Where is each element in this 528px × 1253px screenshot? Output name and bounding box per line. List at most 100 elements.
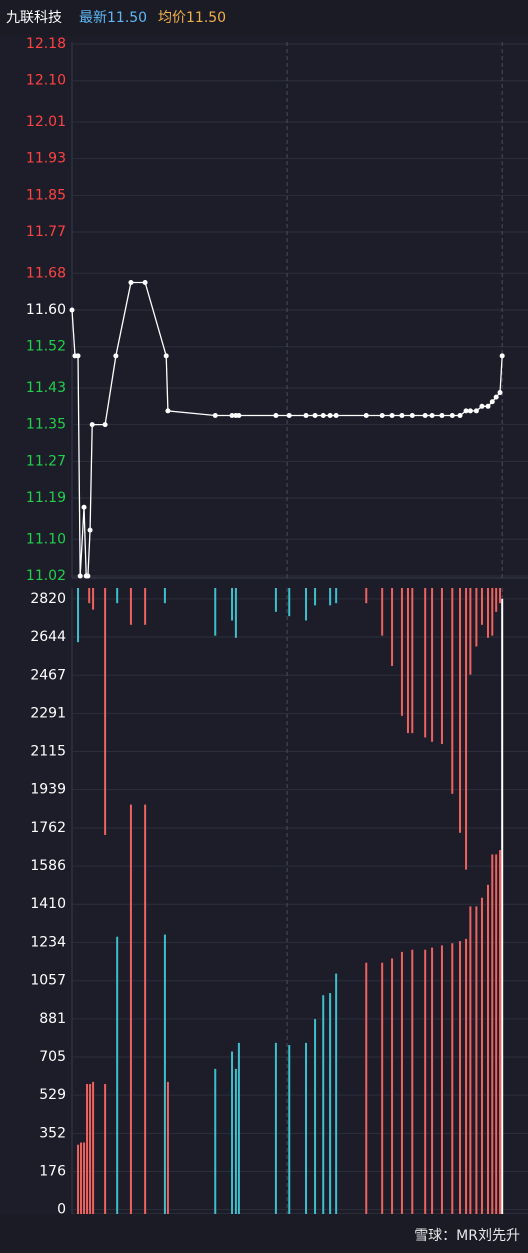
volume-bar <box>475 906 478 1214</box>
volume-bar <box>480 588 483 625</box>
y-tick-label: 1410 <box>30 896 66 912</box>
volume-bar <box>335 973 338 1214</box>
volume-bar <box>495 854 498 1214</box>
volume-bar <box>83 1142 86 1214</box>
volume-bar <box>314 1019 317 1214</box>
price-dot <box>142 279 148 285</box>
y-tick-label: 12.01 <box>26 114 66 130</box>
volume-bar <box>80 1142 83 1214</box>
price-dot <box>409 412 415 418</box>
volume-bar <box>129 804 132 1214</box>
y-tick-label: 705 <box>39 1049 66 1065</box>
volume-bar <box>104 1084 107 1214</box>
price-dot <box>493 394 499 400</box>
volume-bar <box>469 906 472 1214</box>
price-dot <box>457 412 463 418</box>
volume-bar <box>89 1084 92 1214</box>
price-dot <box>363 412 369 418</box>
volume-bar <box>480 897 483 1214</box>
y-tick-label: 11.35 <box>26 417 66 433</box>
y-tick-label: 2115 <box>30 744 66 760</box>
volume-bar <box>400 951 403 1214</box>
volume-bar <box>406 588 409 734</box>
price-dot <box>399 412 405 418</box>
y-tick-label: 0 <box>57 1202 66 1218</box>
volume-bar <box>274 1042 277 1214</box>
volume-bar <box>116 936 119 1214</box>
y-tick-label: 11.10 <box>26 531 66 547</box>
volume-bar <box>166 1081 169 1214</box>
y-tick-label: 11.02 <box>26 568 66 584</box>
price-dot <box>463 408 469 414</box>
y-tick-label: 2291 <box>30 705 66 721</box>
price-dot <box>163 353 169 359</box>
header-bar <box>0 0 528 36</box>
y-tick-label: 11.68 <box>26 265 66 281</box>
y-tick-label: 11.85 <box>26 187 66 203</box>
volume-bar <box>491 588 494 636</box>
price-dot <box>467 408 473 414</box>
volume-bar <box>129 588 132 625</box>
price-dot <box>499 353 505 359</box>
volume-bar <box>322 995 325 1214</box>
volume-bar <box>163 934 166 1214</box>
volume-bar <box>231 588 234 621</box>
y-tick-label: 881 <box>39 1011 66 1027</box>
y-tick-label: 1057 <box>30 973 66 989</box>
volume-bar <box>459 588 462 833</box>
volume-bar <box>499 588 502 604</box>
price-dot <box>449 412 455 418</box>
price-dot <box>379 412 385 418</box>
volume-bar <box>499 850 502 1214</box>
volume-bar <box>116 588 119 604</box>
price-dot <box>497 390 503 396</box>
y-tick-label: 11.19 <box>26 490 66 506</box>
y-tick-label: 11.27 <box>26 453 66 469</box>
volume-bar <box>465 938 468 1214</box>
y-tick-label: 352 <box>39 1125 66 1141</box>
price-dot <box>128 279 134 285</box>
y-tick-label: 1939 <box>30 782 66 798</box>
price-dot <box>320 412 326 418</box>
price-dot <box>113 353 119 359</box>
volume-bar <box>305 588 308 621</box>
watermark: 雪球：MR刘先升 <box>414 1228 520 1244</box>
price-dot <box>77 573 83 579</box>
y-tick-label: 2820 <box>30 591 66 607</box>
price-dot <box>485 403 491 409</box>
volume-bar <box>274 588 277 612</box>
volume-bar <box>424 949 427 1214</box>
price-dot <box>286 412 292 418</box>
volume-bar <box>77 1144 80 1214</box>
price-dot <box>212 412 218 418</box>
price-dot <box>473 408 479 414</box>
volume-bar <box>335 588 338 604</box>
price-dot <box>273 412 279 418</box>
y-tick-label: 11.43 <box>26 380 66 396</box>
price-dot <box>389 412 395 418</box>
y-tick-label: 176 <box>39 1164 66 1180</box>
volume-bar <box>365 588 368 604</box>
price-dot <box>439 412 445 418</box>
volume-bar <box>411 588 414 734</box>
price-dot <box>327 412 333 418</box>
footer-bar <box>0 1214 528 1253</box>
price-dot <box>89 422 95 428</box>
price-dot <box>69 307 75 313</box>
price-dot <box>75 353 81 359</box>
volume-bar <box>237 1042 240 1214</box>
volume-bar <box>329 993 332 1214</box>
volume-bar <box>491 854 494 1214</box>
latest-price: 最新11.50 <box>79 10 147 26</box>
volume-bar <box>234 1068 237 1214</box>
volume-bar <box>465 588 468 870</box>
volume-bar <box>288 588 291 617</box>
price-dot <box>422 412 428 418</box>
volume-bar <box>329 588 332 606</box>
volume-bar <box>475 588 478 647</box>
y-tick-label: 11.77 <box>26 224 66 240</box>
price-dot <box>85 573 91 579</box>
volume-bar <box>486 588 489 638</box>
